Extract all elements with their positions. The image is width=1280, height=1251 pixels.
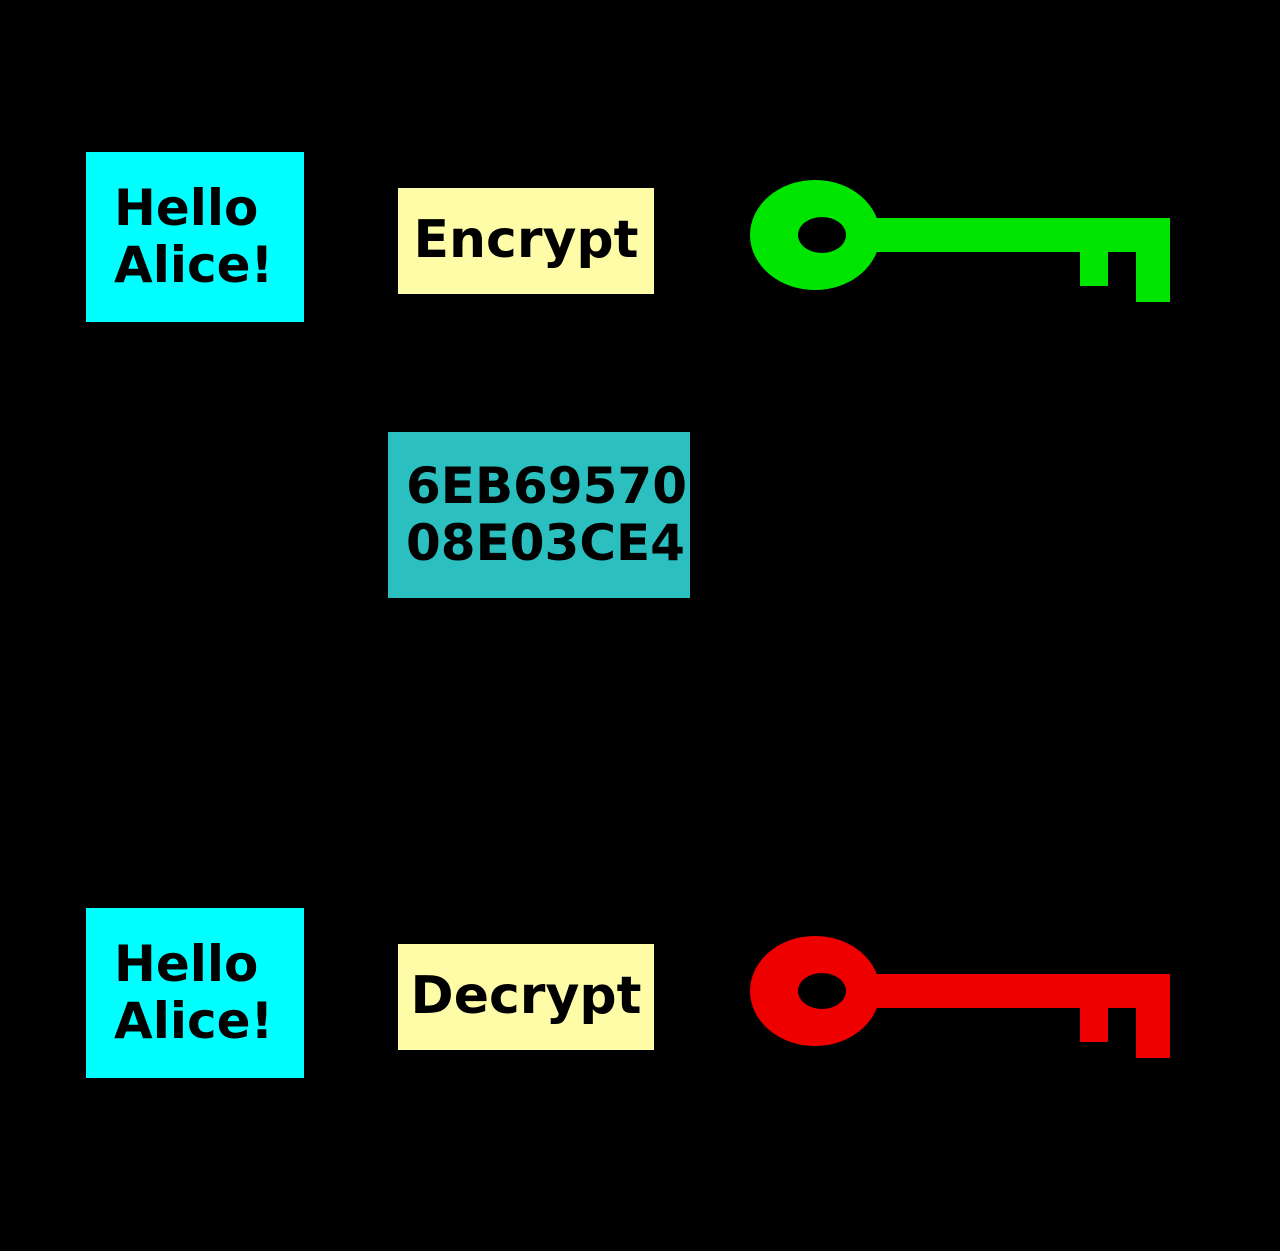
plaintext-bottom-line1: Hello [114, 936, 258, 994]
plaintext-top-line1: Hello [114, 180, 258, 238]
plaintext-box-bottom: Hello Alice! [86, 908, 304, 1078]
ciphertext-box: 6EB69570 08E03CE4 [388, 432, 690, 598]
ciphertext-line2: 08E03CE4 [406, 515, 685, 573]
encryption-diagram: Hello Alice! Encrypt 6EB69570 08E03CE4 D… [0, 0, 1280, 1251]
public-key-icon [750, 160, 1170, 310]
encrypt-label: Encrypt [414, 211, 639, 271]
plaintext-bottom-line2: Alice! [114, 993, 273, 1051]
plaintext-box-top: Hello Alice! [86, 152, 304, 322]
plaintext-top-line2: Alice! [114, 237, 273, 295]
encrypt-box: Encrypt [398, 188, 654, 294]
decrypt-label: Decrypt [411, 967, 642, 1027]
private-key-icon [750, 916, 1170, 1066]
ciphertext-line1: 6EB69570 [406, 458, 687, 516]
decrypt-box: Decrypt [398, 944, 654, 1050]
